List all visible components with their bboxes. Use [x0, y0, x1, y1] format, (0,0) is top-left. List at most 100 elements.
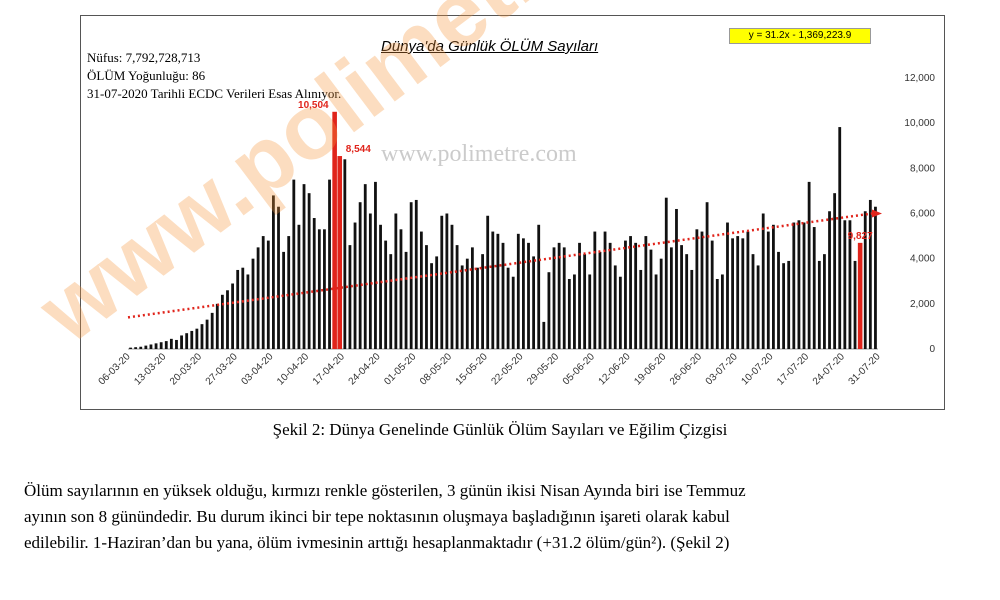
bar: [644, 236, 648, 349]
bar: [384, 240, 388, 349]
trendline: [127, 212, 873, 319]
bar: [588, 274, 592, 349]
bar: [868, 199, 872, 349]
bar: [843, 220, 847, 349]
bar: [547, 272, 551, 349]
bar: [399, 229, 403, 349]
bar: [715, 278, 719, 349]
bar: [782, 263, 786, 349]
bar: [226, 290, 229, 349]
bar: [838, 127, 842, 350]
bar: [751, 254, 755, 349]
bar: [348, 245, 352, 349]
x-tick-label: 19-06-20: [632, 351, 668, 387]
bar: [470, 247, 474, 349]
bar: [777, 251, 780, 349]
bar: [180, 335, 183, 349]
bar: [516, 233, 520, 349]
bar: [823, 254, 826, 349]
bar: [277, 206, 280, 349]
bar: [190, 330, 194, 349]
bar: [736, 236, 740, 349]
bar: [496, 233, 500, 349]
bar: [690, 269, 694, 349]
bar: [374, 181, 377, 349]
x-tick-label: 12-06-20: [597, 351, 633, 387]
bar: [215, 303, 219, 349]
bar: [603, 231, 607, 349]
x-tick-label: 17-07-20: [775, 351, 811, 387]
bar: [266, 240, 270, 349]
bar: [154, 343, 158, 349]
bar: [766, 231, 770, 349]
bar: [522, 238, 525, 349]
x-tick-label: 17-04-20: [311, 351, 347, 387]
bar: [833, 193, 837, 349]
bar: [363, 184, 367, 349]
bar: [598, 251, 602, 349]
x-tick-label: 08-05-20: [418, 351, 454, 387]
bar: [394, 213, 398, 349]
bar: [664, 197, 668, 349]
bar: [680, 245, 683, 349]
bar-highlight: [857, 242, 863, 349]
bar: [220, 294, 224, 349]
bar: [149, 344, 153, 349]
x-tick-label: 15-05-20: [454, 351, 490, 387]
bar: [537, 224, 541, 349]
y-tick-label: 0: [929, 344, 935, 355]
bar: [343, 159, 347, 349]
bar: [613, 265, 617, 349]
bar: [863, 211, 867, 349]
bar: [562, 247, 566, 349]
bar: [705, 202, 709, 349]
bar: [164, 341, 168, 349]
bar: [491, 231, 495, 349]
population-label: Nüfus: 7,792,728,713: [87, 50, 201, 65]
bar: [323, 229, 326, 349]
y-tick-label: 2,000: [910, 299, 935, 310]
bar: [134, 347, 138, 349]
bar: [282, 251, 286, 349]
x-tick-label: 29-05-20: [525, 351, 561, 387]
bar: [593, 231, 597, 349]
x-tick-label: 31-07-20: [847, 351, 883, 387]
x-tick-label: 24-04-20: [347, 351, 383, 387]
bar: [450, 224, 454, 349]
body-paragraph: Ölüm sayılarının en yüksek olduğu, kırmı…: [24, 478, 974, 556]
bar: [567, 278, 571, 349]
x-tick-label: 26-06-20: [668, 351, 704, 387]
bar: [200, 324, 204, 349]
data-label: 9,827: [848, 231, 873, 242]
bar: [761, 213, 765, 349]
x-tick-label: 13-03-20: [132, 351, 168, 387]
bar: [317, 229, 321, 349]
bar: [511, 276, 515, 349]
bar: [210, 312, 214, 349]
bar: [817, 260, 821, 349]
chart-svg: 10,504 8,544 9,827 0 2,000 4,000 6,000 8,000 10,…: [97, 73, 936, 387]
data-source-label: 31-07-2020 Tarihli ECDC Verileri Esas Al…: [87, 86, 342, 101]
bar: [297, 224, 301, 349]
bar: [460, 265, 464, 349]
bar: [312, 218, 316, 349]
bar: [435, 256, 439, 349]
x-tick-label: 24-07-20: [811, 351, 847, 387]
data-label: 10,504: [298, 100, 329, 111]
bar: [404, 251, 408, 349]
bar: [129, 347, 132, 349]
bar: [552, 247, 556, 349]
x-tick-label: 03-07-20: [704, 351, 740, 387]
bar: [144, 345, 148, 349]
bar-highlight: [332, 111, 337, 349]
bar: [287, 236, 291, 349]
bar: [307, 193, 311, 349]
bar: [792, 222, 796, 349]
bar: [624, 240, 627, 349]
bar: [379, 224, 382, 349]
data-label: 8,544: [346, 144, 371, 155]
bar: [629, 236, 632, 349]
y-tick-label: 10,000: [904, 118, 935, 129]
bar: [353, 222, 357, 349]
bar: [445, 213, 449, 349]
